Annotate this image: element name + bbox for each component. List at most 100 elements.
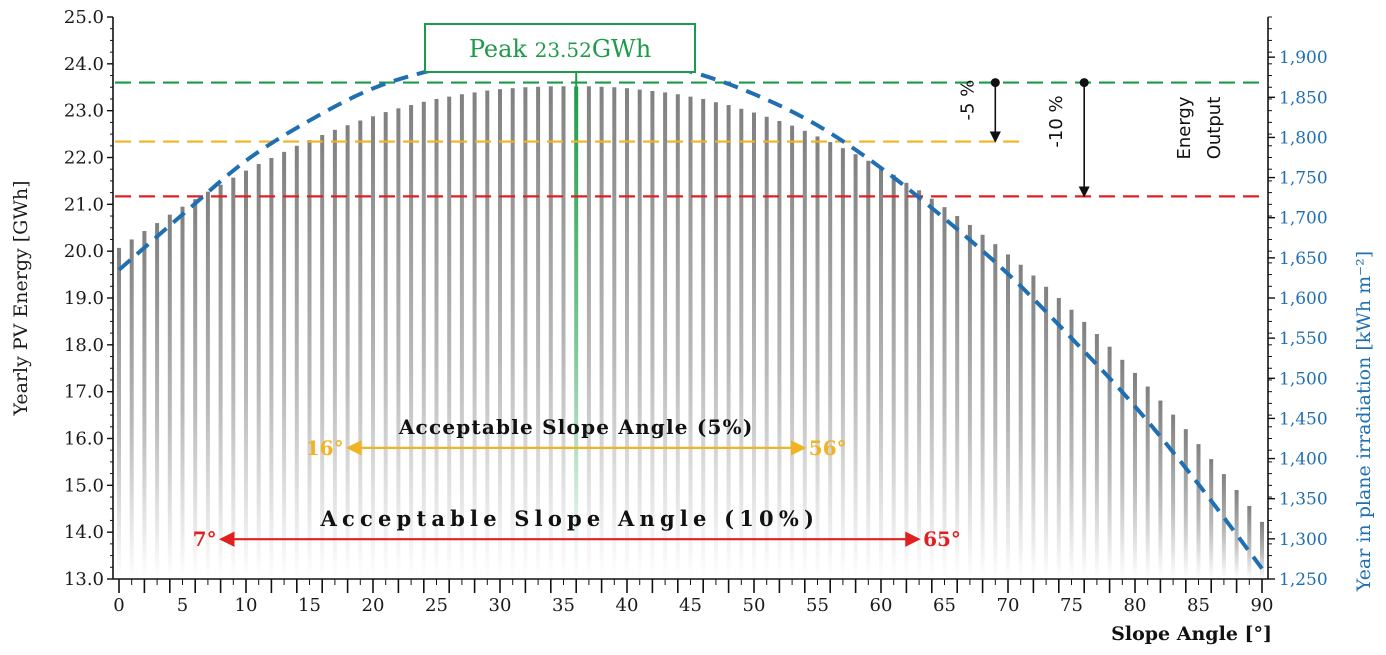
bar xyxy=(459,94,464,580)
energy-output-label: Energy xyxy=(1174,96,1195,159)
x-tick-label: 75 xyxy=(1060,595,1083,616)
bar xyxy=(828,142,833,580)
x-tick-label: 45 xyxy=(679,595,702,616)
bar xyxy=(1094,334,1099,579)
y-tick-label: 17.0 xyxy=(64,382,104,403)
x-axis-title: Slope Angle [°] xyxy=(1111,623,1272,645)
y2-tick-label: 1,550 xyxy=(1279,329,1328,349)
x-tick-label: 55 xyxy=(806,595,829,616)
bar xyxy=(383,112,388,580)
bar xyxy=(472,92,477,579)
energy-output-label: Output xyxy=(1204,97,1225,160)
bar xyxy=(244,170,248,579)
y-tick-label: 18.0 xyxy=(64,335,104,356)
bar xyxy=(510,88,515,579)
bar xyxy=(790,125,795,580)
y2-tick-label: 1,800 xyxy=(1279,128,1328,148)
bar xyxy=(142,231,147,580)
x-tick-label: 0 xyxy=(113,595,124,616)
y-tick-label: 14.0 xyxy=(64,522,104,543)
bar xyxy=(167,214,172,580)
bar xyxy=(294,145,299,579)
bar xyxy=(269,157,274,580)
bar xyxy=(929,198,934,580)
x-tick-label: 90 xyxy=(1251,595,1274,616)
bar xyxy=(752,112,756,579)
irradiation-line xyxy=(117,53,1264,570)
bar xyxy=(307,140,312,579)
bar xyxy=(548,86,553,580)
bar xyxy=(396,108,401,579)
bar xyxy=(1183,429,1188,579)
bar xyxy=(1082,321,1087,579)
bar xyxy=(485,90,490,580)
bar xyxy=(1209,459,1214,579)
y-axis-title: Yearly PV Energy [GWh] xyxy=(10,180,32,416)
y2-tick-label: 1,500 xyxy=(1279,369,1328,389)
bar xyxy=(1133,372,1137,579)
bar xyxy=(917,190,922,580)
x-tick-label: 85 xyxy=(1187,595,1210,616)
y2-tick-label: 1,450 xyxy=(1279,409,1328,429)
bar xyxy=(498,89,502,579)
bar xyxy=(205,191,210,579)
y2-tick-label: 1,750 xyxy=(1279,169,1328,189)
bar xyxy=(180,206,185,580)
y-tick-label: 16.0 xyxy=(64,429,104,450)
bar xyxy=(904,182,909,580)
range-end-label: 65° xyxy=(923,527,961,551)
bar xyxy=(409,105,414,580)
y-tick-label: 24.0 xyxy=(64,54,104,75)
bars-group xyxy=(117,86,1264,580)
bar xyxy=(891,174,896,579)
bar xyxy=(739,108,744,579)
bar xyxy=(599,86,604,579)
reference-lines xyxy=(115,81,1262,198)
bar xyxy=(231,177,236,579)
bar xyxy=(345,125,350,579)
bar xyxy=(536,86,541,579)
range-start-label: 7° xyxy=(193,527,217,551)
bar xyxy=(1196,444,1201,579)
y-tick-label: 22.0 xyxy=(64,148,104,169)
x-tick-label: 30 xyxy=(489,595,512,616)
bar xyxy=(1056,298,1061,579)
bar xyxy=(866,160,871,580)
x-tick-label: 15 xyxy=(298,595,321,616)
peak-value: 23.52 xyxy=(535,38,592,62)
bar xyxy=(421,101,426,579)
bar xyxy=(688,96,693,579)
range-title: Acceptable Slope Angle (10%) xyxy=(320,506,820,531)
bar xyxy=(967,224,972,579)
range-end-label: 56° xyxy=(809,436,847,460)
bar xyxy=(1006,254,1010,579)
peak-word: Peak xyxy=(469,35,535,63)
bar xyxy=(1120,359,1125,579)
bar xyxy=(218,184,223,579)
bar xyxy=(1145,386,1150,579)
y-tick-label: 15.0 xyxy=(64,475,104,496)
bar xyxy=(675,94,680,580)
bar xyxy=(117,247,121,579)
bar xyxy=(612,87,617,579)
y-tick-label: 19.0 xyxy=(64,288,104,309)
peak-bar xyxy=(574,86,579,580)
bar xyxy=(1260,521,1264,579)
bar xyxy=(650,90,655,579)
bar xyxy=(993,244,998,579)
bar xyxy=(625,88,629,579)
bar xyxy=(282,151,287,579)
bar xyxy=(256,164,261,579)
bar xyxy=(663,92,668,579)
x-tick-label: 60 xyxy=(870,595,893,616)
x-tick-label: 40 xyxy=(616,595,639,616)
bar xyxy=(1018,264,1023,579)
bar xyxy=(1069,309,1074,579)
bar xyxy=(840,148,845,579)
x-tick-label: 65 xyxy=(933,595,956,616)
y2-tick-label: 1,700 xyxy=(1279,209,1328,229)
range-title: Acceptable Slope Angle (5%) xyxy=(398,415,754,439)
y2-tick-label: 1,400 xyxy=(1279,450,1328,470)
x-tick-label: 10 xyxy=(235,595,258,616)
